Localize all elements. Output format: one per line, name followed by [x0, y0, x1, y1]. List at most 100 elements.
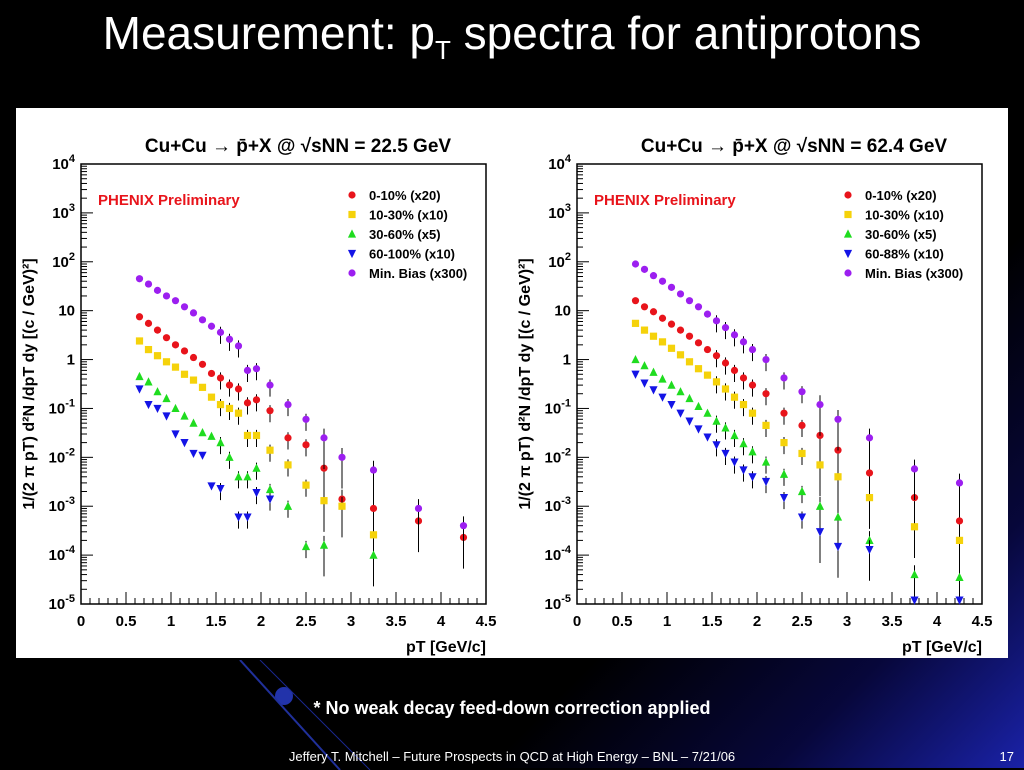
x-tick-label: 2.5: [792, 613, 813, 630]
data-point: [748, 447, 757, 456]
y-tick-label: 10-2: [49, 446, 75, 466]
y-tick-label: 10-5: [545, 593, 571, 613]
data-point: [658, 374, 667, 383]
data-point: [265, 484, 275, 494]
data-point: [649, 367, 658, 376]
x-tick-label: 3: [843, 613, 851, 630]
data-point: [144, 319, 153, 327]
legend-label: 10-30% (x10): [865, 208, 944, 223]
data-point: [910, 523, 919, 531]
data-point: [225, 381, 234, 389]
x-tick-label: 3.5: [386, 613, 407, 630]
y-tick-label: 10: [58, 303, 75, 320]
x-tick-label: 4: [933, 613, 942, 630]
data-point: [865, 535, 874, 544]
data-point: [302, 441, 310, 449]
data-point: [955, 572, 964, 582]
data-point: [234, 342, 243, 350]
data-point: [658, 277, 667, 285]
data-point: [910, 465, 919, 473]
data-point: [153, 387, 162, 396]
data-point: [252, 365, 261, 373]
data-point: [762, 421, 770, 429]
legend-label: 30-60% (x5): [865, 227, 937, 242]
decorative-light-streak: [239, 660, 371, 770]
data-point: [144, 400, 153, 410]
data-point: [216, 328, 225, 336]
data-point: [198, 451, 207, 460]
chart-title: Cu+Cu → p̄+X @ √sNN = 62.4 GeV: [641, 136, 947, 157]
data-point: [216, 438, 225, 447]
y-tick-label: 102: [52, 251, 75, 271]
data-point: [234, 472, 243, 481]
data-point: [153, 326, 162, 334]
data-point: [685, 417, 694, 426]
data-point: [180, 370, 189, 378]
y-tick-label: 104: [548, 153, 572, 173]
data-point: [153, 286, 162, 294]
data-point: [703, 345, 712, 354]
data-point: [703, 371, 712, 379]
series-0: [631, 297, 964, 553]
data-point: [694, 425, 703, 434]
legend-label: 30-60% (x5): [369, 227, 441, 242]
data-point: [162, 292, 171, 300]
data-point: [694, 401, 703, 411]
feed-down-note: * No weak decay feed-down correction app…: [313, 698, 711, 718]
data-point: [369, 504, 378, 513]
legend-marker: [843, 249, 853, 259]
data-point: [225, 404, 234, 413]
series-4: [135, 275, 468, 557]
preliminary-label: PHENIX Preliminary: [98, 192, 240, 209]
data-point: [252, 431, 261, 440]
x-tick-label: 1.5: [702, 613, 723, 630]
data-point: [694, 339, 703, 347]
data-point: [234, 409, 243, 417]
data-point: [910, 569, 919, 579]
x-tick-label: 4: [437, 613, 446, 630]
y-tick-label: 10-3: [49, 495, 75, 515]
data-point: [283, 501, 293, 510]
data-point: [712, 352, 721, 360]
data-point: [631, 354, 640, 364]
x-tick-label: 0.5: [116, 613, 137, 630]
data-point: [667, 283, 676, 291]
data-point: [198, 316, 207, 324]
data-point: [216, 400, 225, 409]
legend-marker: [844, 210, 852, 219]
data-point: [284, 434, 292, 442]
data-point: [243, 431, 252, 440]
data-point: [748, 409, 757, 417]
data-point: [730, 366, 739, 375]
data-point: [658, 314, 667, 322]
legend-marker: [843, 229, 853, 238]
data-point: [712, 378, 721, 386]
y-tick-label: 10-2: [545, 446, 571, 466]
data-point: [252, 396, 261, 404]
x-tick-label: 0: [77, 613, 85, 630]
y-tick-label: 10-4: [545, 544, 572, 564]
data-point: [798, 449, 806, 458]
data-point: [631, 319, 640, 327]
data-point: [162, 358, 171, 366]
data-point: [207, 431, 216, 440]
data-point: [135, 313, 144, 321]
data-point: [730, 430, 739, 440]
data-point: [748, 345, 757, 354]
legend-marker: [348, 210, 356, 219]
data-point: [748, 473, 757, 482]
data-point: [171, 403, 180, 413]
data-point: [207, 322, 216, 330]
data-point: [649, 386, 658, 395]
data-point: [955, 596, 964, 605]
legend-label: 10-30% (x10): [369, 208, 448, 223]
data-point: [955, 536, 964, 544]
data-point: [216, 484, 225, 494]
data-point: [676, 351, 685, 359]
data-point: [198, 383, 207, 391]
data-point: [667, 344, 676, 352]
data-point: [320, 497, 328, 505]
legend-label: Min. Bias (x300): [865, 266, 963, 281]
x-axis-label: pT [GeV/c]: [406, 639, 486, 656]
data-point: [135, 275, 144, 283]
